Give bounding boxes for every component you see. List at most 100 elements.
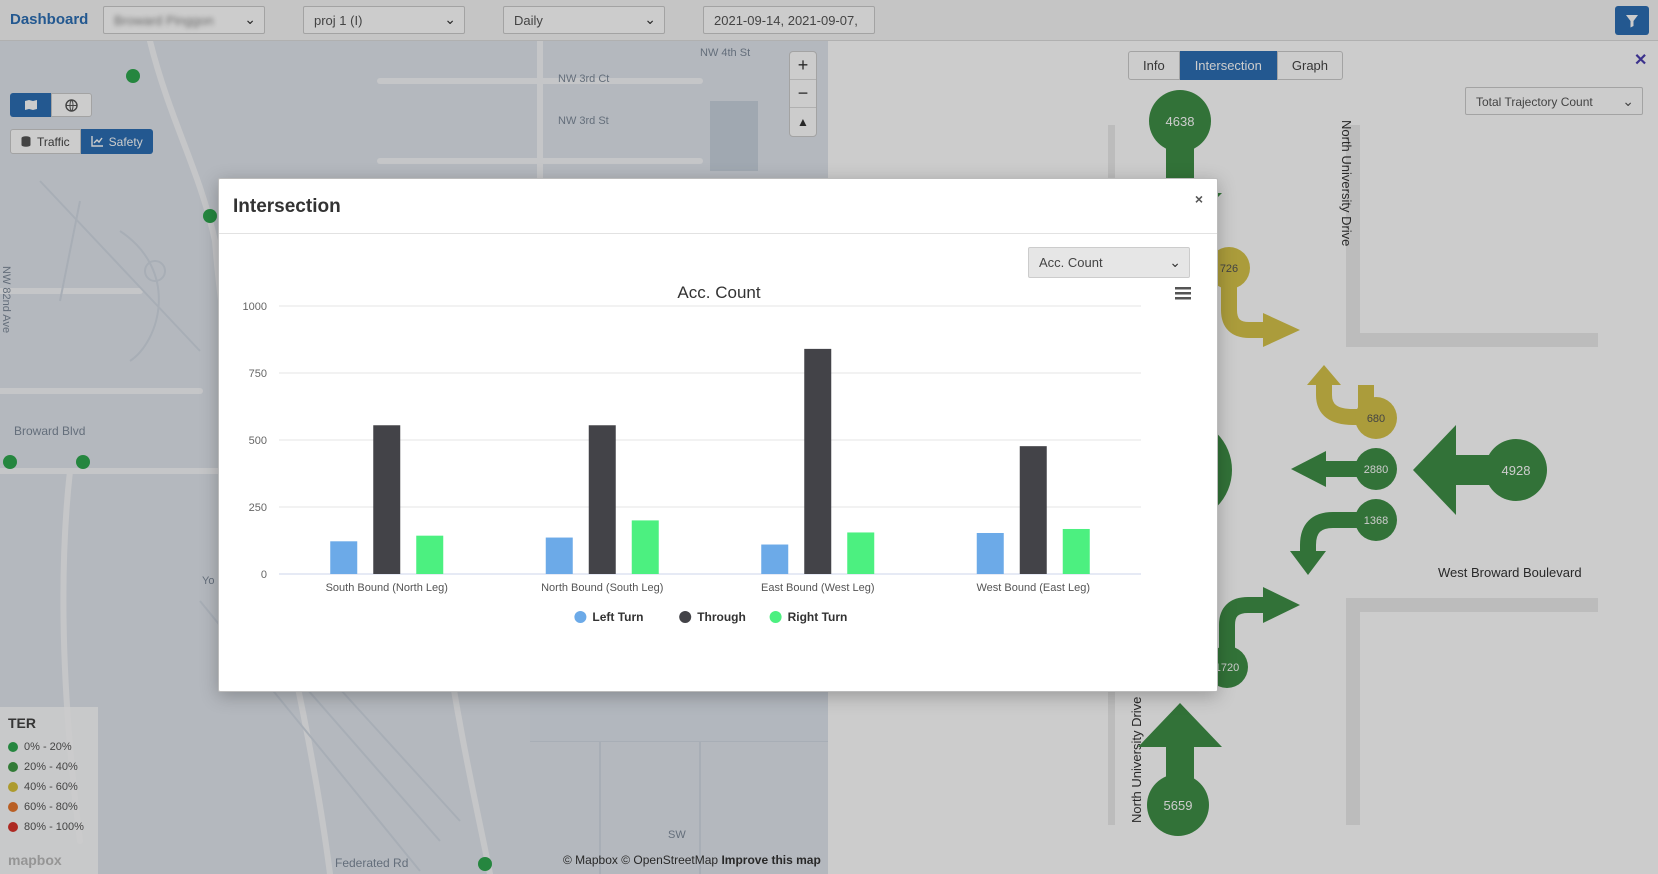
street-label-nsd-bottom: North University Drive (1129, 697, 1144, 823)
filter-button[interactable] (1615, 6, 1649, 35)
legend-item: 0% - 20% (8, 737, 90, 757)
bar-right-turn[interactable] (847, 532, 875, 574)
legend-label: Left Turn (592, 610, 643, 624)
y-tick-label: 500 (249, 435, 267, 447)
tab-info[interactable]: Info (1128, 51, 1180, 80)
y-tick-label: 750 (249, 368, 267, 380)
metric-select-value: Total Trajectory Count (1476, 95, 1593, 109)
mapbox-attribution-link[interactable]: © Mapbox (563, 853, 618, 867)
ter-legend: TER 0% - 20% 20% - 40% 40% - 60% 60% - 8… (0, 707, 98, 874)
layer-toggle: Traffic Safety (10, 129, 153, 154)
x-tick-label: East Bound (West Leg) (761, 582, 875, 594)
traffic-layer-button[interactable]: Traffic (10, 129, 81, 154)
legend-label: 80% - 100% (24, 821, 84, 833)
legend-swatch (8, 742, 18, 752)
legend-swatch (574, 611, 587, 623)
bar-through[interactable] (588, 425, 616, 574)
mapbox-logo[interactable]: mapbox (8, 852, 62, 868)
zoom-in-button[interactable]: + (790, 52, 816, 80)
street-label: Yo (202, 575, 215, 587)
osm-attribution-link[interactable]: © OpenStreetMap (621, 853, 719, 867)
legend-item: 80% - 100% (8, 817, 90, 837)
bar-left-turn[interactable] (545, 537, 573, 574)
chevron-down-icon: ⌄ (444, 11, 456, 27)
map-mode-toggle (10, 93, 92, 117)
legend-swatch (8, 802, 18, 812)
bar-through[interactable] (804, 348, 832, 574)
improve-map-link[interactable]: Improve this map (721, 853, 821, 867)
traffic-layer-label: Traffic (37, 134, 70, 149)
compass-button[interactable]: ▲ (797, 115, 809, 129)
chart-menu-icon[interactable] (1175, 287, 1191, 300)
globe-icon (65, 98, 78, 112)
scenario-select[interactable]: proj 1 (I) ⌄ (303, 6, 465, 34)
bar-right-turn[interactable] (416, 535, 444, 574)
bar-left-turn[interactable] (976, 532, 1004, 574)
map-icon (24, 100, 37, 110)
modal-header: Intersection × (219, 179, 1217, 234)
safety-layer-button[interactable]: Safety (80, 129, 153, 154)
modal-close-button[interactable]: × (1194, 191, 1203, 207)
panel-tabs: Info Intersection Graph (1128, 51, 1344, 80)
period-select-value: Daily (514, 13, 543, 28)
x-tick-label: South Bound (North Leg) (326, 582, 448, 594)
street-label: Broward Blvd (14, 424, 86, 438)
bar-left-turn[interactable] (330, 541, 358, 574)
legend-label: 40% - 60% (24, 781, 78, 793)
globe-mode-button[interactable] (51, 93, 92, 117)
project-select[interactable]: Broward Pinggon ⌄ (103, 6, 265, 34)
tab-graph[interactable]: Graph (1276, 51, 1344, 80)
dashboard-title[interactable]: Dashboard (10, 11, 89, 28)
acc-count-chart: Acc. Count 0 250 500 750 1000 South Bound (N… (243, 283, 1191, 624)
chart-title: Acc. Count (677, 283, 760, 302)
scenario-select-value: proj 1 (I) (314, 13, 363, 28)
chevron-down-icon: ⌄ (1622, 93, 1634, 109)
legend-label: 0% - 20% (24, 741, 72, 753)
legend-label: 20% - 40% (24, 761, 78, 773)
legend-item: 20% - 40% (8, 757, 90, 777)
legend-label: Through (697, 610, 746, 624)
metric-select[interactable]: Total Trajectory Count ⌄ (1465, 87, 1643, 115)
tab-intersection[interactable]: Intersection (1179, 51, 1277, 80)
legend-item[interactable]: Right Turn (769, 610, 848, 624)
bar-left-turn[interactable] (761, 544, 789, 574)
panel-close-icon[interactable]: ✕ (1634, 52, 1648, 69)
legend-item: 40% - 60% (8, 777, 90, 797)
x-tick-label: North Bound (South Leg) (541, 582, 663, 594)
chart-metric-value: Acc. Count (1039, 255, 1103, 270)
bar-right-turn[interactable] (631, 520, 659, 574)
bar-through[interactable] (1019, 446, 1047, 574)
map-mode-button[interactable] (10, 93, 51, 117)
legend-item: 60% - 80% (8, 797, 90, 817)
legend-item[interactable]: Through (679, 610, 746, 624)
legend-item[interactable]: Left Turn (574, 610, 644, 624)
zoom-out-button[interactable]: − (790, 80, 816, 108)
volume-sb-right: 726 (1220, 263, 1238, 275)
chevron-down-icon: ⌄ (644, 11, 656, 27)
street-label: Federated Rd (335, 856, 409, 870)
chart-metric-select[interactable]: Acc. Count ⌄ (1028, 247, 1190, 278)
street-label-nsd-top: North University Drive (1339, 120, 1354, 246)
bar-right-turn[interactable] (1062, 528, 1090, 574)
map-attribution: © Mapbox © OpenStreetMap Improve this ma… (563, 853, 821, 867)
chevron-down-icon: ⌄ (244, 11, 256, 27)
database-icon (21, 136, 31, 147)
legend-swatch (679, 611, 692, 623)
street-label: SW (668, 829, 686, 841)
top-bar: Dashboard Broward Pinggon ⌄ proj 1 (I) ⌄… (0, 0, 1658, 41)
chevron-down-icon: ⌄ (1169, 254, 1181, 270)
filter-icon (1626, 14, 1638, 27)
zoom-controls: + − ▲ (789, 51, 817, 137)
legend-swatch (8, 782, 18, 792)
period-select[interactable]: Daily ⌄ (503, 6, 665, 34)
modal-title: Intersection (233, 196, 341, 217)
date-range-value: 2021-09-14, 2021-09-07, (714, 13, 858, 28)
bar-through[interactable] (373, 425, 401, 574)
volume-wb-through: 2880 (1364, 464, 1388, 476)
date-range-input[interactable]: 2021-09-14, 2021-09-07, (703, 6, 875, 34)
legend-swatch (769, 611, 782, 623)
y-tick-label: 1000 (243, 301, 267, 313)
volume-east-in: 4928 (1502, 463, 1531, 478)
project-select-value: Broward Pinggon (114, 13, 214, 28)
volume-north-in: 4638 (1166, 114, 1195, 129)
